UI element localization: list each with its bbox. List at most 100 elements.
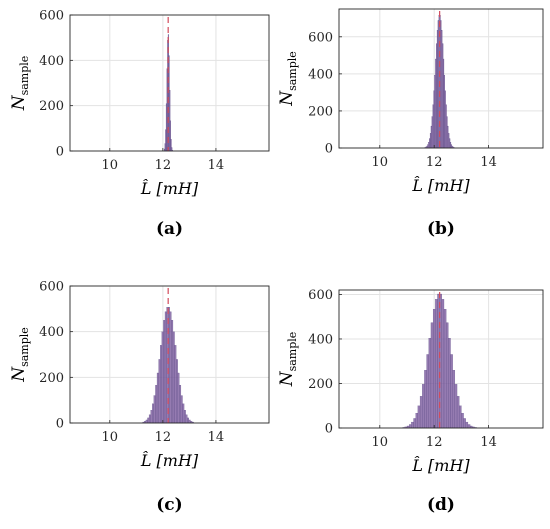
- histogram-bar: [436, 30, 439, 149]
- histogram-bar: [160, 345, 162, 424]
- chart-panel-d: 10 12 14 0 200 400 600 L̂ [mH] Nsample (d): [277, 288, 544, 515]
- y-axis-label-sub: sample: [286, 51, 299, 91]
- y-tick-label: 0: [56, 417, 64, 432]
- histogram-bar: [442, 58, 445, 149]
- histogram-bar: [448, 133, 450, 149]
- histogram-bar: [440, 20, 442, 149]
- y-axis-label-sub: sample: [18, 56, 31, 96]
- histogram-bar: [163, 320, 166, 424]
- y-axis-label-main: N: [277, 90, 297, 107]
- histogram-bar: [454, 384, 458, 429]
- x-tick-label: 10: [102, 158, 119, 173]
- histogram-bar: [147, 417, 150, 424]
- histogram-bar: [441, 30, 443, 149]
- histogram-bar: [148, 414, 151, 424]
- y-tick-label: 600: [308, 30, 333, 45]
- x-axis-label: L̂ [mH]: [140, 179, 199, 198]
- y-axis-label-sub: sample: [286, 332, 299, 372]
- panel-caption: (c): [156, 495, 182, 515]
- x-tick-label: 12: [155, 430, 172, 445]
- histogram-bar: [441, 299, 445, 429]
- y-tick-label: 400: [39, 54, 64, 69]
- histogram-bar: [188, 419, 191, 424]
- histogram-bar: [433, 90, 435, 149]
- histogram-bar: [156, 372, 159, 424]
- histogram-bar: [158, 359, 161, 424]
- histogram-bar: [450, 354, 453, 429]
- histogram-bar: [417, 405, 421, 429]
- chart-panel-c: 10 12 14 0 200 400 600 L̂ [mH] Nsample (c): [9, 280, 270, 515]
- x-tick-label: 14: [208, 158, 225, 173]
- histogram-bar: [446, 116, 448, 149]
- y-axis-label-main: N: [9, 366, 29, 383]
- histogram-bar: [422, 384, 425, 429]
- histogram-bar: [443, 309, 447, 429]
- y-tick-label: 0: [56, 145, 64, 160]
- histogram-bar: [161, 331, 164, 424]
- y-tick-label: 600: [308, 288, 333, 303]
- x-tick-label: 10: [102, 430, 119, 445]
- y-tick-label: 600: [39, 280, 64, 295]
- histogram-bar: [427, 144, 429, 149]
- histogram-bar: [461, 413, 464, 429]
- y-axis-label-main: N: [277, 370, 297, 387]
- histogram-bar: [434, 75, 436, 149]
- panel-caption: (a): [156, 219, 183, 239]
- histogram-bar: [415, 413, 419, 429]
- histogram-bar: [467, 424, 471, 429]
- histogram-bar: [174, 345, 177, 424]
- y-axis-label: Nsample: [277, 332, 299, 388]
- y-tick-label: 0: [325, 142, 333, 157]
- histogram-bar: [435, 58, 437, 149]
- histogram-bar: [424, 370, 427, 429]
- histogram-bar: [409, 424, 412, 429]
- y-tick-label: 200: [308, 104, 333, 119]
- y-tick-label: 400: [39, 325, 64, 340]
- histogram-bar: [168, 307, 170, 424]
- histogram-bar: [449, 142, 452, 149]
- y-tick-label: 600: [39, 9, 64, 24]
- histogram-bar: [183, 410, 186, 424]
- histogram-bar: [176, 359, 178, 424]
- histogram-bar: [164, 311, 167, 424]
- histogram-bar: [443, 75, 445, 149]
- histogram-bar: [180, 395, 183, 424]
- histogram-bar: [465, 421, 469, 429]
- histogram-bar: [456, 396, 460, 429]
- panel-caption: (d): [427, 495, 455, 515]
- histogram-bar: [444, 90, 446, 149]
- x-tick-label: 14: [208, 430, 225, 445]
- histogram-bar: [442, 43, 444, 149]
- y-tick-label: 200: [39, 99, 64, 114]
- axes-frame: [338, 289, 544, 429]
- x-tick-label: 12: [426, 155, 443, 170]
- axes-frame: [338, 8, 544, 149]
- histogram-bars: [402, 293, 477, 429]
- histogram-bar: [435, 299, 438, 429]
- histogram-bar: [432, 104, 434, 149]
- x-tick-label: 10: [372, 435, 389, 450]
- x-axis-label: L̂ [mH]: [411, 456, 470, 475]
- histogram-bar: [450, 144, 452, 149]
- histogram-bar: [411, 421, 414, 429]
- histogram-bar: [428, 338, 432, 429]
- panel-caption: (b): [427, 219, 455, 239]
- histogram-bar: [429, 138, 431, 149]
- x-tick-label: 14: [480, 155, 497, 170]
- y-tick-label: 200: [308, 377, 333, 392]
- y-tick-label: 400: [308, 332, 333, 347]
- histogram-bar: [187, 417, 189, 424]
- axes-frame: [69, 285, 270, 424]
- histogram-bar: [459, 405, 462, 429]
- y-tick-label: 400: [308, 67, 333, 82]
- histogram-bar: [172, 331, 175, 424]
- x-tick-label: 14: [480, 435, 497, 450]
- chart-panel-b: 10 12 14 0 200 400 600 L̂ [mH] Nsample (b): [277, 8, 544, 239]
- y-axis-label: Nsample: [9, 56, 31, 112]
- histogram-bar: [419, 396, 423, 429]
- chart-panel-a: 10 12 14 0 200 400 600 L̂ [mH] Nsample (a): [9, 9, 270, 239]
- histogram-bar: [429, 133, 432, 149]
- histogram-bar: [155, 385, 158, 424]
- x-axis-label: L̂ [mH]: [140, 451, 199, 470]
